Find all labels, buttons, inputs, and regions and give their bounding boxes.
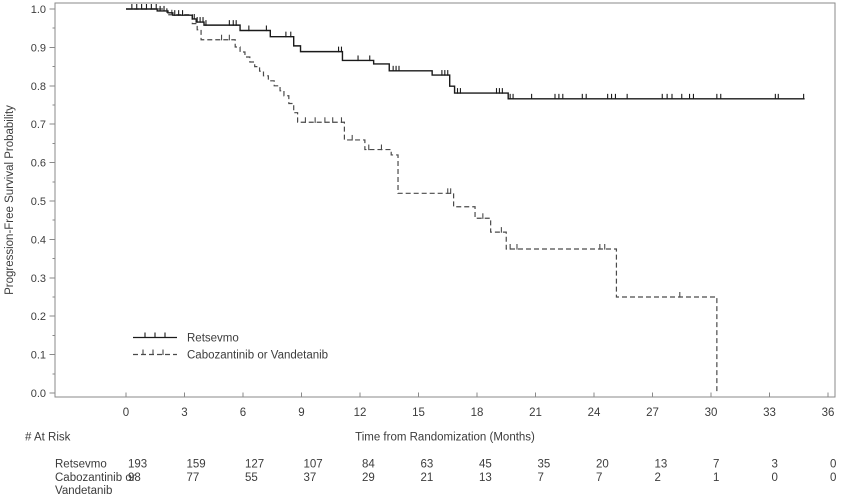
plot-frame bbox=[54, 2, 836, 398]
at-risk-count: 3 bbox=[772, 459, 778, 471]
y-tick-label: 0.5 bbox=[31, 196, 46, 208]
legend-label-retsevmo: Retsevmo bbox=[187, 333, 239, 345]
legend-censor-ticks-dashed bbox=[142, 349, 164, 355]
at-risk-count: 2 bbox=[655, 472, 661, 484]
y-tick-label: 1.0 bbox=[31, 4, 46, 16]
at-risk-count: 107 bbox=[304, 459, 323, 471]
at-risk-count: 55 bbox=[245, 472, 258, 484]
at-risk-count: 84 bbox=[362, 459, 375, 471]
y-tick-label: 0.6 bbox=[31, 158, 46, 170]
x-tick-label: 36 bbox=[822, 407, 835, 419]
y-tick-label: 0.9 bbox=[31, 42, 46, 54]
x-tick-label: 9 bbox=[298, 407, 304, 419]
at-risk-count: 159 bbox=[187, 459, 206, 471]
y-tick-label: 0.3 bbox=[31, 273, 46, 285]
y-tick-label: 0.2 bbox=[31, 311, 46, 323]
at-risk-count: 127 bbox=[245, 459, 264, 471]
at-risk-count: 7 bbox=[538, 472, 544, 484]
at-risk-count: 0 bbox=[772, 472, 778, 484]
at-risk-row-label: Retsevmo bbox=[55, 459, 107, 471]
at-risk-count: 37 bbox=[304, 472, 317, 484]
legend-censor-ticks-solid bbox=[144, 332, 166, 338]
x-tick-label: 15 bbox=[412, 407, 425, 419]
legend-label-comparator: Cabozantinib or Vandetanib bbox=[187, 350, 328, 362]
x-tick-label: 21 bbox=[529, 407, 542, 419]
at-risk-header: # At Risk bbox=[25, 432, 71, 444]
y-tick-label: 0.4 bbox=[31, 234, 46, 246]
legend: Retsevmo Cabozantinib or Vandetanib bbox=[133, 332, 328, 362]
at-risk-count: 13 bbox=[479, 472, 492, 484]
km-curve-retsevmo bbox=[126, 8, 805, 100]
y-tick-label: 0.8 bbox=[31, 81, 46, 93]
at-risk-count: 35 bbox=[538, 459, 551, 471]
at-risk-count: 45 bbox=[479, 459, 492, 471]
x-tick-label: 3 bbox=[181, 407, 187, 419]
at-risk-count: 20 bbox=[596, 459, 609, 471]
at-risk-count: 0 bbox=[830, 459, 836, 471]
at-risk-row-label: Vandetanib bbox=[55, 485, 112, 497]
survival-curves bbox=[126, 4, 805, 393]
x-tick-label: 0 bbox=[123, 407, 129, 419]
x-tick-label: 12 bbox=[354, 407, 367, 419]
y-axis-title: Progression-Free Survival Probability bbox=[4, 105, 16, 295]
y-tick-label: 0.0 bbox=[31, 388, 46, 400]
x-tick-label: 24 bbox=[588, 407, 601, 419]
at-risk-count: 1 bbox=[713, 472, 719, 484]
at-risk-count: 98 bbox=[128, 472, 141, 484]
at-risk-count: 21 bbox=[421, 472, 434, 484]
x-tick-label: 27 bbox=[646, 407, 659, 419]
x-tick-label: 33 bbox=[763, 407, 776, 419]
x-axis-title: Time from Randomization (Months) bbox=[355, 432, 535, 444]
at-risk-row-label: Cabozantinib or bbox=[55, 472, 136, 484]
at-risk-count: 193 bbox=[128, 459, 147, 471]
x-tick-label: 30 bbox=[705, 407, 718, 419]
x-tick-label: 6 bbox=[240, 407, 246, 419]
y-tick-label: 0.7 bbox=[31, 119, 46, 131]
at-risk-count: 13 bbox=[655, 459, 668, 471]
at-risk-count: 7 bbox=[713, 459, 719, 471]
at-risk-count: 0 bbox=[830, 472, 836, 484]
km-curve-comparator bbox=[126, 8, 718, 393]
at-risk-rows: Retsevmo 193 159 127 107 84 63 45 35 20 13 7 3 0Caboz… bbox=[55, 459, 836, 498]
axes: 0.00.10.20.30.40.50.60.70.80.91.00 3 6 9 12 1… bbox=[31, 4, 835, 419]
y-tick-label: 0.1 bbox=[31, 350, 46, 362]
at-risk-count: 29 bbox=[362, 472, 375, 484]
at-risk-count: 63 bbox=[421, 459, 434, 471]
x-tick-label: 18 bbox=[471, 407, 484, 419]
at-risk-count: 77 bbox=[187, 472, 200, 484]
at-risk-count: 7 bbox=[596, 472, 602, 484]
